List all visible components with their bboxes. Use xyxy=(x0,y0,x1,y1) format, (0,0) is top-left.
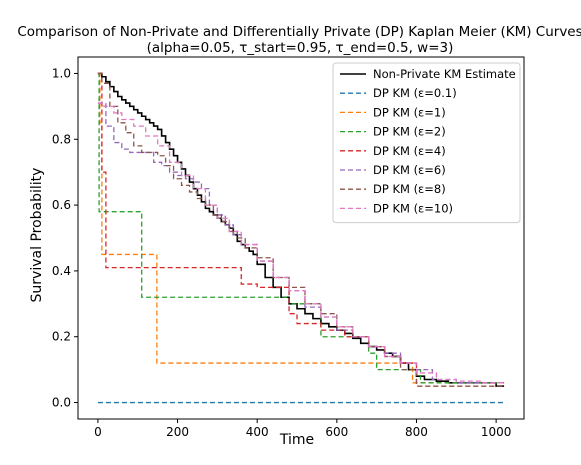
x-axis-label: Time xyxy=(279,432,314,448)
series-line xyxy=(97,72,505,387)
y-tick-label: 0.8 xyxy=(52,132,71,146)
y-tick-label: 0.0 xyxy=(52,396,71,410)
x-tick-label: 200 xyxy=(166,425,189,439)
legend-label: DP KM (ε=6) xyxy=(373,163,446,177)
x-tick-label: 800 xyxy=(405,425,428,439)
legend-label: Non-Private KM Estimate xyxy=(373,67,516,81)
series-line xyxy=(97,72,505,384)
y-tick-label: 0.4 xyxy=(52,264,71,278)
chart-title-line2: (alpha=0.05, τ_start=0.95, τ_end=0.5, w=… xyxy=(147,40,454,56)
legend-label: DP KM (ε=10) xyxy=(373,201,453,215)
legend-label: DP KM (ε=2) xyxy=(373,125,446,139)
plot-lines xyxy=(97,72,505,404)
y-tick-label: 0.6 xyxy=(52,198,71,212)
chart-title-line1: Comparison of Non-Private and Differenti… xyxy=(17,24,581,40)
series-line xyxy=(97,72,505,384)
series-line xyxy=(97,102,505,384)
y-tick-label: 1.0 xyxy=(52,66,71,80)
legend-label: DP KM (ε=8) xyxy=(373,182,446,196)
legend-label: DP KM (ε=1) xyxy=(373,105,446,119)
legend: Non-Private KM Estimate DP KM (ε=0.1) DP K… xyxy=(332,62,521,224)
y-axis-label: Survival Probability xyxy=(29,168,45,303)
y-tick-label: 0.2 xyxy=(52,330,71,344)
legend-box xyxy=(332,62,521,224)
x-axis-ticks: 0 200 400 600 800 1000 xyxy=(94,419,511,439)
x-tick-label: 400 xyxy=(246,425,269,439)
x-tick-label: 0 xyxy=(94,425,102,439)
y-axis-ticks: 0.0 0.2 0.4 0.6 0.8 1.0 xyxy=(52,66,78,410)
series-line xyxy=(97,72,505,387)
legend-label: DP KM (ε=0.1) xyxy=(373,86,457,100)
x-tick-label: 600 xyxy=(325,425,348,439)
legend-label: DP KM (ε=4) xyxy=(373,144,446,158)
x-tick-label: 1000 xyxy=(481,425,512,439)
plot-frame xyxy=(77,56,525,420)
